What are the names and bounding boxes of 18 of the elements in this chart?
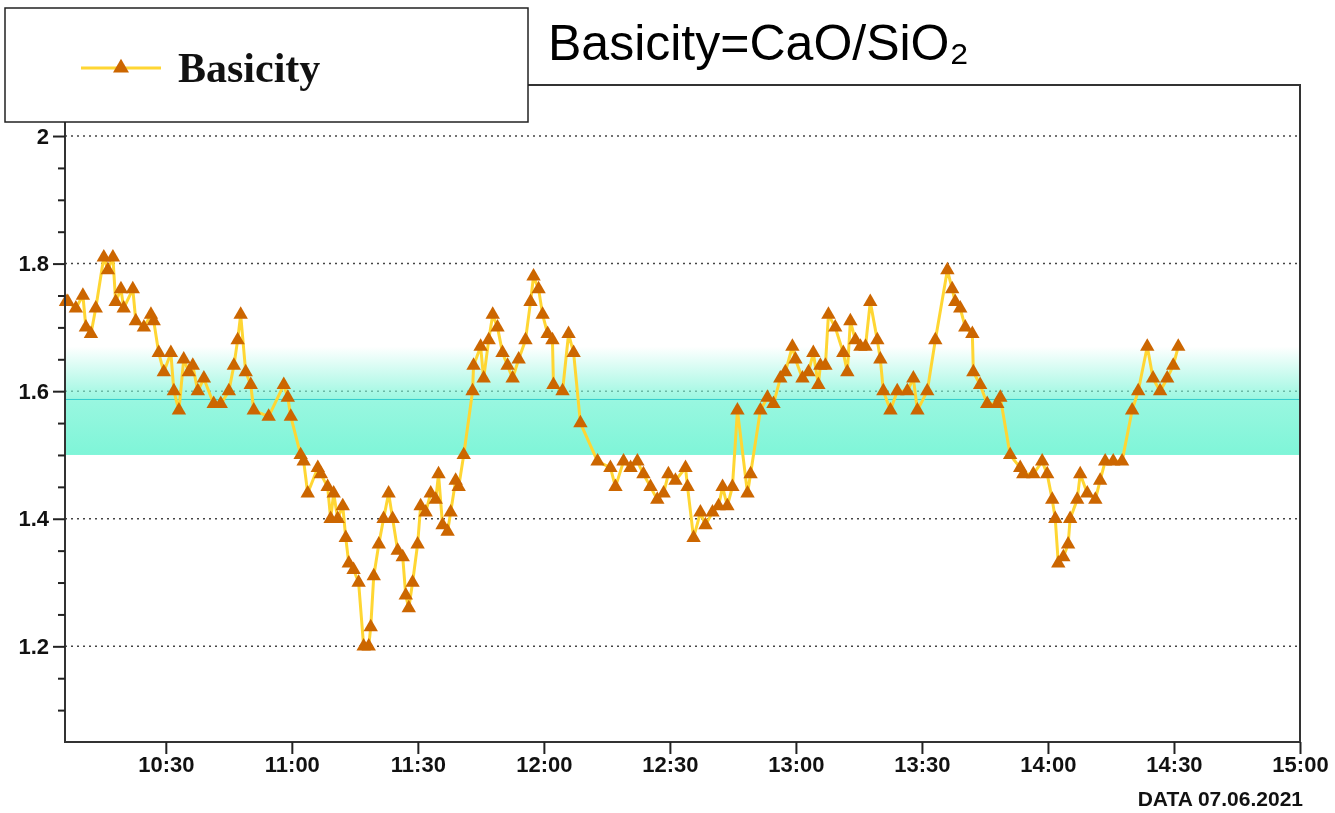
legend-label: Basicity — [178, 45, 321, 91]
y-tick-label: 2 — [36, 123, 49, 149]
text: DATA 07.06.2021 — [1137, 787, 1304, 810]
chart-title: Basicity=CaO/SiO₂ — [548, 15, 969, 71]
x-tick-label: 13:00 — [768, 751, 825, 777]
y-tick-label: 1.6 — [18, 378, 49, 404]
x-tick-label: 10:30 — [138, 751, 195, 777]
x-tick-label: 12:00 — [516, 751, 573, 777]
x-tick-label: 11:00 — [264, 751, 320, 777]
x-tick-label: 14:30 — [1146, 751, 1203, 777]
y-tick-label: 1.2 — [18, 633, 49, 659]
y-tick-label: 1.8 — [18, 251, 49, 277]
x-tick-label: 13:30 — [894, 751, 951, 777]
x-tick-label: 15:00 — [1272, 751, 1329, 777]
y-tick-label: 1.4 — [18, 506, 50, 532]
x-tick-label: 14:00 — [1020, 751, 1077, 777]
x-tick-label: 11:30 — [390, 751, 446, 777]
x-tick-label: 12:30 — [642, 751, 699, 777]
